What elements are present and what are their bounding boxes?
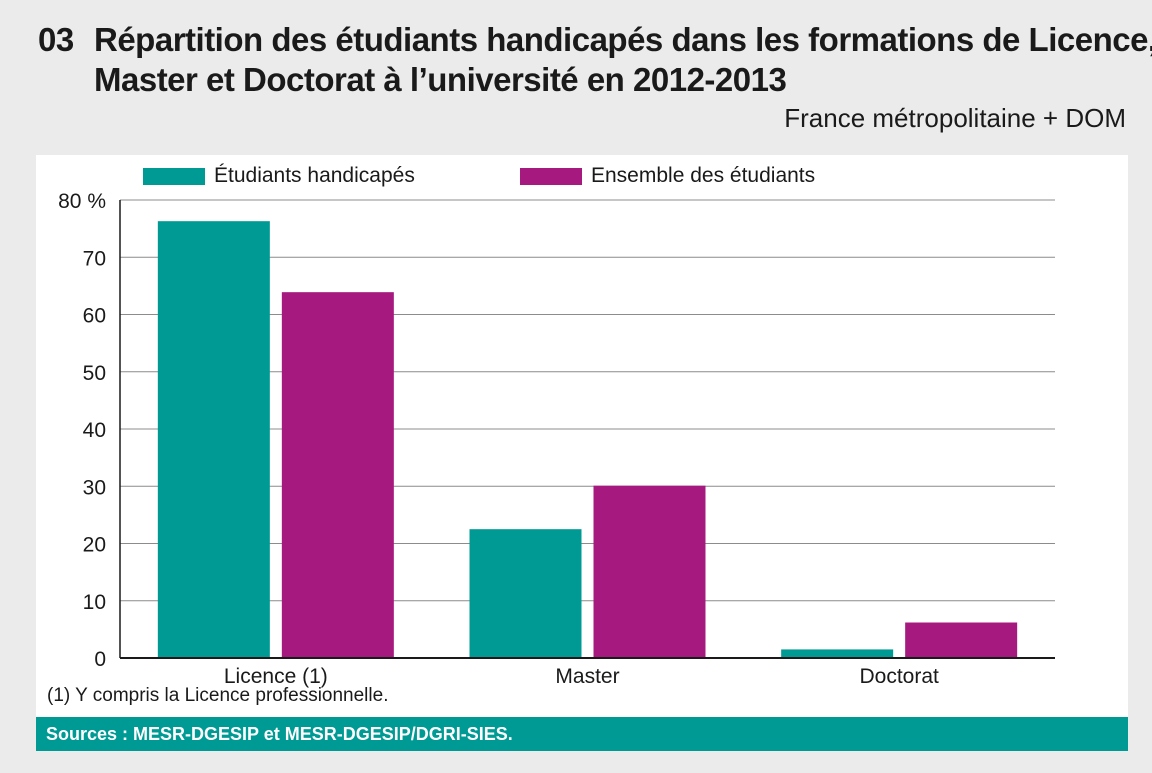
bar-ensemble-etudiants (281, 292, 394, 658)
title-text-1: Répartition des étudiants handicapés dan… (94, 21, 1152, 58)
bar-etudiants-handicapes (157, 221, 270, 658)
legend: Étudiants handicapés Ensemble des étudian… (143, 164, 815, 187)
x-category-label: Master (555, 665, 619, 688)
y-tick-label: 60 (83, 305, 106, 328)
bar-chart: 0 10 20 30 40 50 60 70 80 % Licence (1) Master Doct… (47, 164, 1055, 706)
axes (119, 200, 1055, 659)
bar-etudiants-handicapes (781, 649, 894, 658)
figure-number: 03 (38, 21, 74, 58)
sources-bar: Sources : MESR-DGESIP et MESR-DGESIP/DGR… (36, 717, 1128, 751)
footnote: (1) Y compris la Licence professionnelle… (47, 685, 388, 706)
legend-swatch (143, 168, 205, 185)
y-tick-label: 0 (94, 648, 106, 671)
y-tick-label: 20 (83, 534, 106, 557)
title-line-1: 03 Répartition des étudiants handicapés d… (38, 20, 1152, 60)
bar-ensemble-etudiants (593, 485, 706, 658)
title-line-2: Master et Doctorat à l’université en 201… (94, 61, 787, 98)
y-tick-label: 70 (83, 247, 106, 270)
y-tick-label: 30 (83, 476, 106, 499)
legend-label: Ensemble des étudiants (591, 164, 815, 187)
legend-swatch (520, 168, 582, 185)
chart-title: 03 Répartition des étudiants handicapés d… (38, 20, 1152, 100)
x-category-label: Licence (1) (224, 665, 328, 688)
grid-lines (120, 199, 1055, 602)
chart-panel: 0 10 20 30 40 50 60 70 80 % Licence (1) Master Doct… (36, 155, 1128, 750)
y-tick-label: 50 (83, 362, 106, 385)
chart-subtitle: France métropolitaine + DOM (784, 103, 1126, 133)
y-tick-label: 80 % (58, 190, 106, 213)
axis-labels: 0 10 20 30 40 50 60 70 80 % Licence (1) Master Doct… (58, 190, 939, 688)
y-tick-label: 40 (83, 419, 106, 442)
bar-etudiants-handicapes (469, 529, 582, 658)
bar-ensemble-etudiants (905, 622, 1018, 658)
y-tick-label: 10 (83, 591, 106, 614)
x-category-label: Doctorat (859, 665, 939, 688)
legend-label: Étudiants handicapés (214, 164, 415, 187)
bars (157, 221, 1018, 658)
